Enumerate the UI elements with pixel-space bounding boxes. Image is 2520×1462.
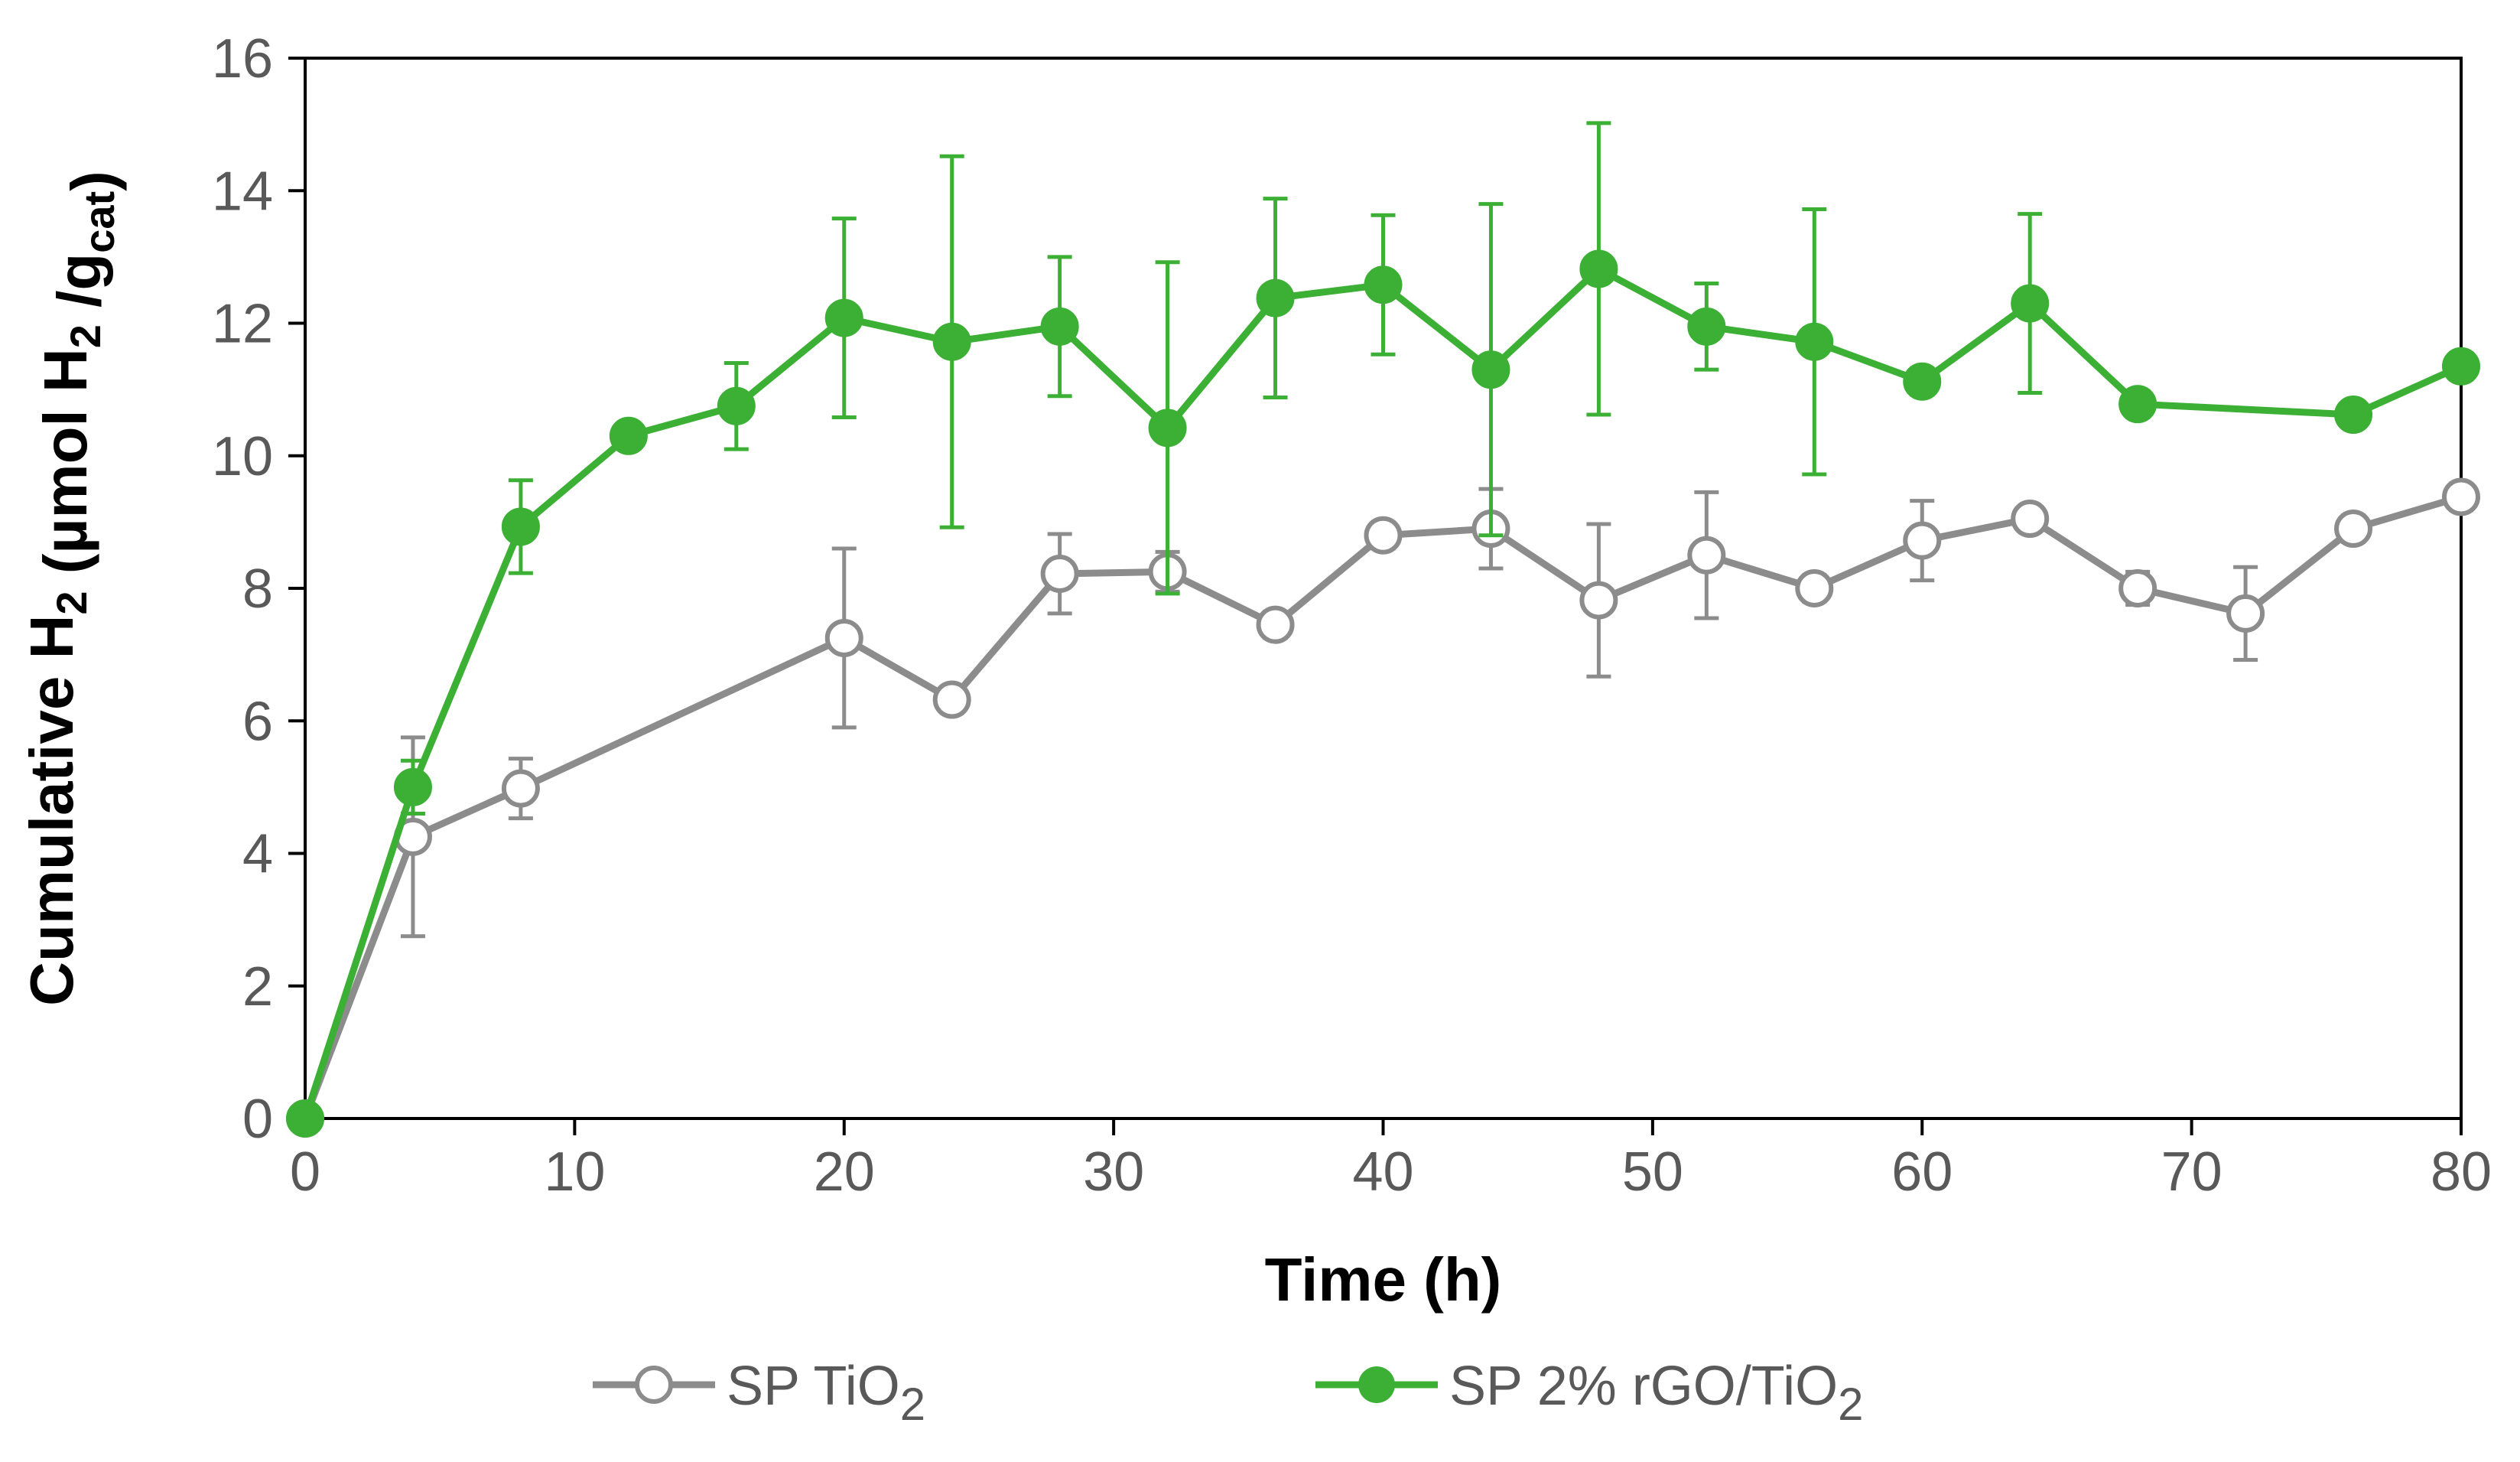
legend-label: SP TiO2 [727, 1356, 925, 1430]
data-point [1687, 536, 1726, 575]
data-point [1040, 554, 1079, 593]
data-point [1687, 307, 1726, 346]
data-point [932, 322, 971, 361]
y-tick-label: 14 [212, 161, 273, 222]
data-point [2011, 500, 2050, 539]
data-point [2334, 510, 2373, 549]
data-point [1256, 278, 1295, 317]
legend-item-1: SP 2% rGO/TiO2 [1315, 1356, 1864, 1430]
data-point [501, 507, 540, 546]
data-point [2011, 284, 2050, 323]
x-tick-label: 50 [1622, 1141, 1683, 1203]
data-point [824, 298, 863, 337]
y-tick-label: 4 [242, 824, 273, 885]
data-point [1040, 307, 1079, 346]
data-point [1364, 265, 1403, 304]
legend-label: SP 2% rGO/TiO2 [1449, 1356, 1864, 1430]
axes-layer: 0 2 4 6 8 10 12 14 16 0 10 20 30 40 50 60 70 80 [212, 28, 2492, 1203]
x-axis-title: Time (h) [1265, 1245, 1502, 1314]
data-point [1579, 249, 1618, 288]
y-tick-label: 6 [242, 691, 273, 752]
data-point [1903, 362, 1942, 401]
data-point [1579, 581, 1618, 620]
data-point [1471, 350, 1510, 389]
data-point [2442, 477, 2480, 516]
data-point [717, 386, 756, 425]
legend-marker [635, 1366, 673, 1404]
y-tick-label: 0 [242, 1089, 273, 1150]
y-tick-label: 16 [212, 28, 273, 90]
series-1 [286, 121, 2480, 1138]
data-point [1364, 516, 1403, 555]
data-point [2442, 347, 2480, 386]
data-point [2118, 569, 2157, 607]
y-tick-label: 8 [242, 558, 273, 620]
data-point [609, 416, 648, 455]
data-point [1148, 409, 1187, 448]
data-point [2118, 385, 2157, 424]
data-point [2334, 396, 2373, 435]
data-point [824, 618, 863, 657]
y-tick-label: 10 [212, 426, 273, 487]
data-point [286, 1099, 324, 1138]
data-point [393, 767, 432, 806]
x-tick-label: 80 [2431, 1141, 2492, 1203]
data-point [1795, 569, 1834, 607]
labels-layer: Time (h) Cumulative H2 (µmol H2 /gcat) [18, 171, 1501, 1314]
x-tick-label: 60 [1891, 1141, 1953, 1203]
series-0 [286, 477, 2480, 1138]
y-tick-label: 12 [212, 294, 273, 355]
legend: SP TiO2 SP 2% rGO/TiO2 [593, 1356, 1864, 1430]
x-tick-label: 20 [814, 1141, 875, 1203]
legend-marker [1358, 1366, 1395, 1403]
x-tick-label: 30 [1083, 1141, 1144, 1203]
data-point [1795, 322, 1834, 361]
series-layer [286, 121, 2480, 1138]
data-point [1256, 605, 1295, 644]
data-point [501, 769, 540, 808]
y-axis-title: Cumulative H2 (µmol H2 /gcat) [18, 171, 127, 1006]
data-point [932, 680, 971, 719]
data-point [2226, 594, 2265, 633]
y-tick-label: 2 [242, 956, 273, 1018]
x-tick-label: 10 [544, 1141, 605, 1203]
x-tick-label: 70 [2161, 1141, 2222, 1203]
legend-item-0: SP TiO2 [593, 1356, 925, 1430]
x-tick-label: 0 [290, 1141, 320, 1203]
data-point [1903, 521, 1942, 560]
x-tick-label: 40 [1352, 1141, 1413, 1203]
